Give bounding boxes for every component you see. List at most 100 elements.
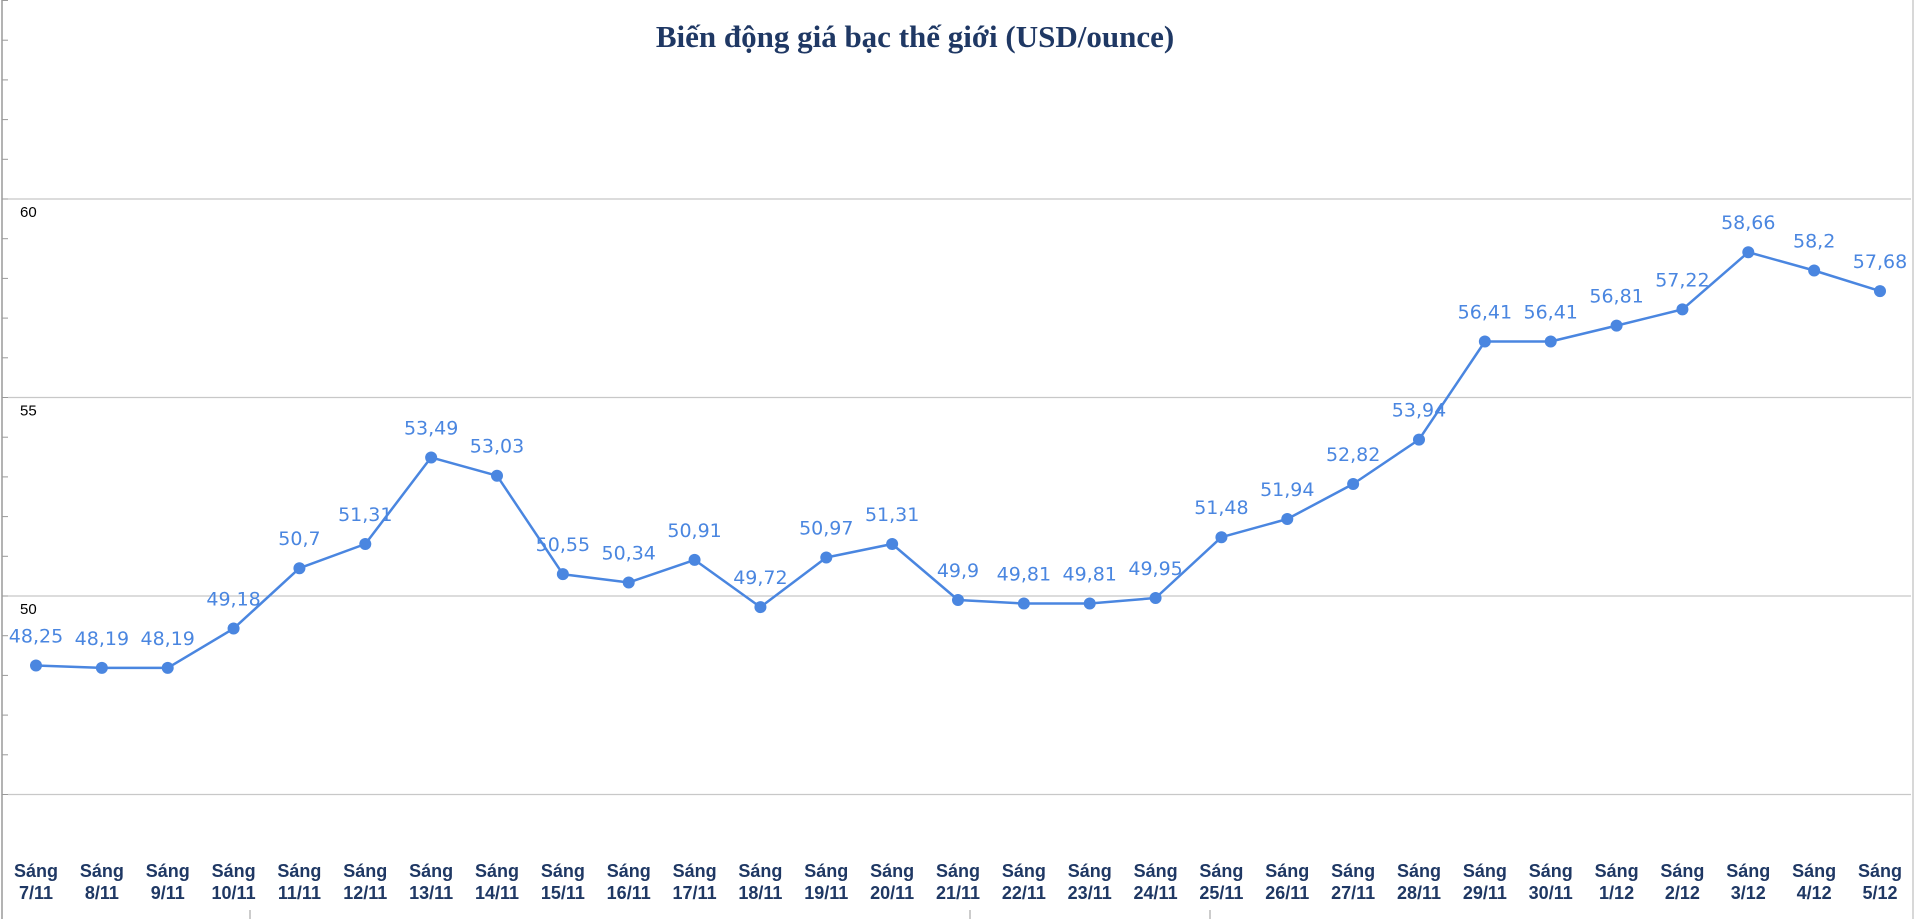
data-point-9[interactable] [622, 576, 635, 589]
x-tick-label-line1: Sáng [277, 861, 321, 881]
x-tick-label-line1: Sáng [1858, 861, 1902, 881]
data-point-6[interactable] [425, 451, 438, 464]
x-tick-label-line1: Sáng [1068, 861, 1112, 881]
data-point-12[interactable] [820, 551, 833, 564]
x-tick-label-line2: 11/11 [278, 883, 321, 903]
x-tick-label-line2: 10/11 [212, 883, 256, 903]
x-tick-label-line1: Sáng [1134, 861, 1178, 881]
data-label-28: 57,68 [1853, 251, 1907, 273]
data-point-7[interactable] [491, 469, 503, 482]
data-point-20[interactable] [1347, 478, 1360, 491]
data-point-13[interactable] [886, 537, 899, 550]
x-tick-label-line1: Sáng [1660, 861, 1704, 881]
x-tick-label-line1: Sáng [475, 861, 519, 881]
data-point-1[interactable] [95, 661, 108, 674]
chart-title: Biến động giá bạc thế giới (USD/ounce) [656, 19, 1174, 54]
x-tick-label-line1: Sáng [1002, 861, 1046, 881]
data-point-10[interactable] [688, 553, 701, 566]
data-point-2[interactable] [161, 661, 174, 674]
x-tick-label-line2: 20/11 [870, 883, 914, 903]
x-tick-label-line2: 1/12 [1599, 883, 1634, 903]
data-point-19[interactable] [1281, 512, 1294, 525]
x-tick-label-line1: Sáng [1199, 861, 1243, 881]
data-point-3[interactable] [227, 622, 240, 635]
x-tick-label-line1: Sáng [673, 861, 717, 881]
data-label-9: 50,34 [602, 543, 656, 565]
data-label-24: 56,81 [1589, 286, 1643, 308]
data-label-13: 51,31 [865, 504, 919, 526]
x-tick-label-line2: 24/11 [1134, 883, 1178, 903]
x-tick-label-line2: 8/11 [85, 883, 119, 903]
data-point-5[interactable] [359, 537, 372, 550]
data-point-8[interactable] [556, 568, 569, 581]
data-label-27: 58,2 [1793, 230, 1835, 252]
x-tick-label-line2: 22/11 [1002, 883, 1046, 903]
data-point-24[interactable] [1610, 319, 1623, 332]
x-tick-label-line1: Sáng [804, 861, 848, 881]
data-point-11[interactable] [754, 601, 767, 614]
x-tick-label-line2: 25/11 [1199, 883, 1243, 903]
x-tick-label-line2: 18/11 [738, 883, 782, 903]
x-tick-label-line2: 4/12 [1797, 883, 1832, 903]
data-label-7: 53,03 [470, 436, 524, 458]
data-point-17[interactable] [1149, 591, 1162, 604]
x-tick-label-line1: Sáng [1397, 861, 1441, 881]
data-point-28[interactable] [1874, 285, 1886, 298]
x-tick-label-line1: Sáng [1726, 861, 1770, 881]
data-point-4[interactable] [293, 562, 306, 575]
x-tick-label-line2: 16/11 [607, 883, 651, 903]
x-tick-label-line1: Sáng [1792, 861, 1836, 881]
data-point-16[interactable] [1083, 597, 1096, 610]
data-point-23[interactable] [1544, 335, 1557, 348]
data-point-25[interactable] [1676, 303, 1689, 316]
data-label-14: 49,9 [937, 560, 979, 582]
data-point-14[interactable] [952, 593, 964, 606]
data-point-15[interactable] [1017, 597, 1030, 610]
data-point-22[interactable] [1478, 335, 1491, 348]
data-point-0[interactable] [30, 659, 42, 672]
x-tick-label-line1: Sáng [1463, 861, 1507, 881]
x-tick-label-line2: 19/11 [804, 883, 848, 903]
data-point-27[interactable] [1808, 264, 1821, 277]
data-label-3: 49,18 [206, 589, 260, 611]
data-label-17: 49,95 [1128, 558, 1182, 580]
x-tick-label-line2: 7/11 [19, 883, 53, 903]
x-tick-label-line1: Sáng [607, 861, 651, 881]
x-tick-label-line2: 3/12 [1731, 883, 1766, 903]
data-label-8: 50,55 [536, 534, 590, 556]
x-tick-label-line1: Sáng [14, 861, 58, 881]
x-axis-tick-labels: Sáng7/11Sáng8/11Sáng9/11Sáng10/11Sáng11/… [14, 861, 1902, 903]
data-point-26[interactable] [1742, 246, 1755, 259]
x-tick-label-line1: Sáng [936, 861, 980, 881]
data-label-26: 58,66 [1721, 212, 1775, 234]
data-label-22: 56,41 [1458, 302, 1512, 324]
series-silver-price [30, 246, 1886, 674]
x-tick-label-line2: 17/11 [673, 883, 717, 903]
data-point-18[interactable] [1215, 531, 1228, 544]
data-point-21[interactable] [1413, 433, 1425, 446]
x-tick-label-line1: Sáng [1265, 861, 1309, 881]
y-tick-label-60: 60 [20, 204, 37, 221]
y-tick-label-50: 50 [20, 601, 37, 618]
x-tick-label-line1: Sáng [80, 861, 124, 881]
x-tick-label-line2: 14/11 [475, 883, 519, 903]
